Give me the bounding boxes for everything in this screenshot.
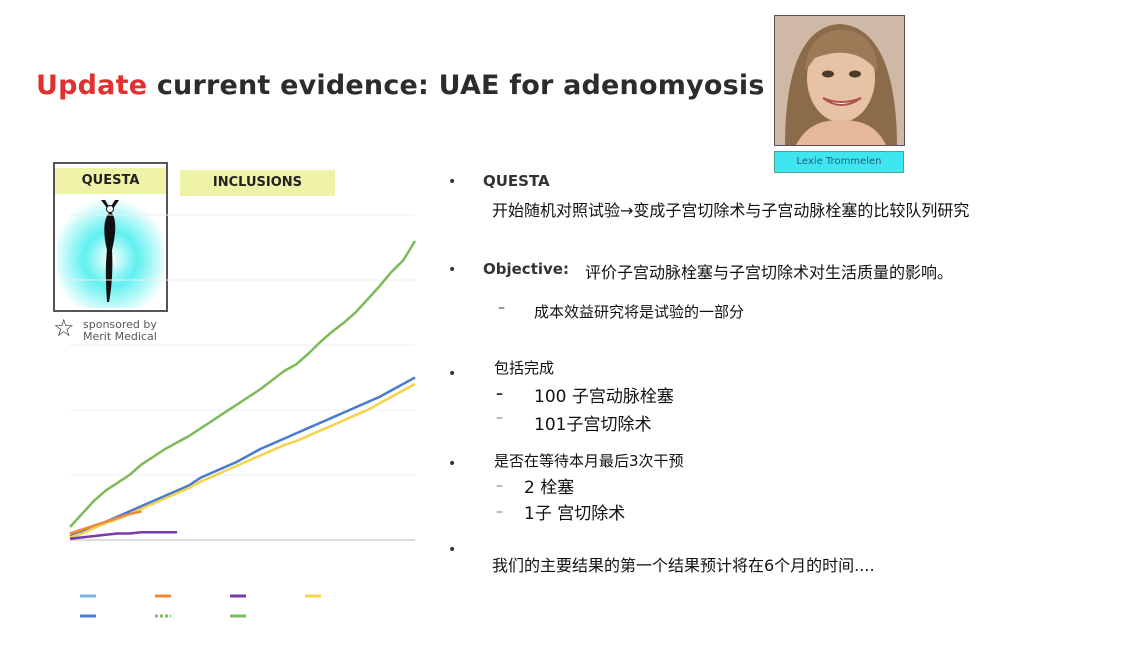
- waiting-text: 是否在等待本月最后3次干预: [494, 452, 684, 470]
- sponsor-line-2: Merit Medical: [83, 330, 157, 343]
- bullet-dot: •: [448, 456, 457, 472]
- inclusions-chart: [69, 214, 417, 618]
- slide-title: Update current evidence: UAE for adenomy…: [36, 70, 765, 101]
- questa-figure-icon: [57, 198, 164, 308]
- dash-marker: –: [498, 300, 505, 316]
- presenter-name-tag: Lexie Trommelen: [774, 151, 904, 173]
- waiting-hysterectomy: 1子 宫切除术: [524, 504, 626, 524]
- bullet-dot: •: [448, 174, 457, 190]
- presenter-photo: [774, 15, 905, 146]
- chart-series-line-1: [69, 240, 417, 528]
- sponsor-note: ☆ sponsored by Merit Medical: [53, 316, 183, 346]
- result-text: 我们的主要结果的第一个结果预计将在6个月的时间....: [492, 556, 875, 575]
- questa-logo: QUESTA: [53, 162, 168, 312]
- questa-logo-label: QUESTA: [55, 168, 166, 194]
- sponsor-line-1: sponsored by: [83, 318, 157, 331]
- chart-series-line-5: [69, 530, 178, 540]
- dash-marker: –: [496, 410, 503, 426]
- questa-text: 开始随机对照试验→变成子宫切除术与子宫动脉栓塞的比较队列研究: [492, 201, 970, 220]
- star-icon: ☆: [53, 314, 75, 342]
- title-highlight: Update: [36, 70, 148, 101]
- questa-heading: QUESTA: [483, 172, 550, 190]
- inclusions-label: INCLUSIONS: [180, 170, 335, 196]
- objective-heading: Objective:: [483, 260, 569, 278]
- person-portrait-icon: [775, 16, 904, 145]
- objective-sub: 成本效益研究将是试验的一部分: [534, 303, 745, 321]
- bullet-dot: •: [448, 542, 457, 558]
- bullet-list: • QUESTA 开始随机对照试验→变成子宫切除术与子宫动脉栓塞的比较队列研究 …: [440, 160, 1120, 600]
- bullet-dot: •: [448, 262, 457, 278]
- chart-series-line-4: [69, 510, 142, 535]
- title-rest: current evidence: UAE for adenomyosis: [147, 70, 765, 101]
- objective-text: 评价子宫动脉栓塞与子宫切除术对生活质量的影响。: [585, 263, 954, 282]
- included-uae: 100 子宫动脉栓塞: [534, 387, 674, 407]
- bullet-dot: •: [448, 366, 457, 382]
- dash-marker: –: [496, 504, 503, 520]
- dash-marker: –: [496, 386, 503, 402]
- waiting-embolization: 2 栓塞: [524, 478, 575, 498]
- dash-marker: –: [496, 478, 503, 494]
- chart-series-line-2: [69, 376, 416, 538]
- included-hysterectomy: 101子宫切除术: [534, 415, 652, 435]
- included-text: 包括完成: [494, 359, 555, 377]
